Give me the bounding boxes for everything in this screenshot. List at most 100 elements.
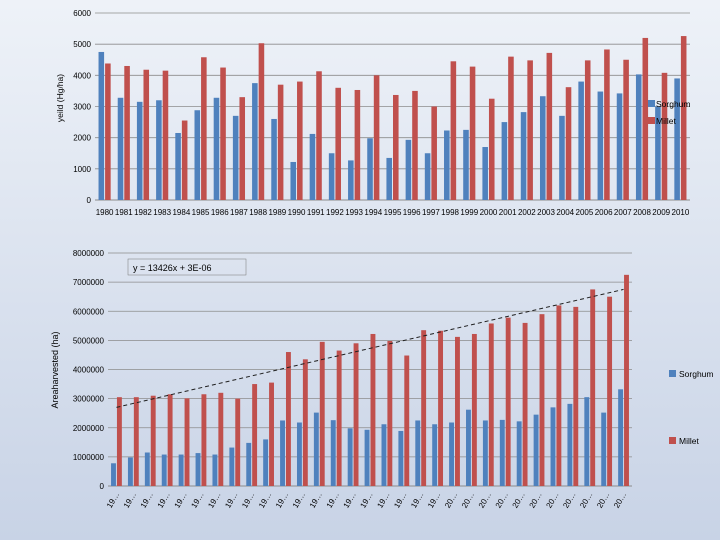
x-tick-label: 20…	[561, 491, 577, 510]
bar-sorghum-4	[175, 132, 181, 200]
x-tick-label: 19…	[173, 491, 189, 510]
bar-millet-16	[387, 340, 393, 486]
bar-millet-17	[404, 355, 410, 486]
x-tick-label: 1981	[115, 208, 133, 217]
x-tick-label: 19…	[291, 491, 307, 510]
bar-sorghum-27	[567, 403, 573, 486]
y-tick-label: 2000000	[73, 424, 105, 433]
bar-millet-29	[607, 296, 613, 486]
y-tick-label: 4000	[73, 71, 91, 80]
bar-sorghum-22	[520, 112, 527, 200]
x-tick-label: 20…	[544, 491, 560, 510]
bar-millet-22	[527, 60, 533, 200]
bar-millet-23	[505, 317, 511, 486]
x-tick-label: 1985	[192, 208, 210, 217]
bar-sorghum-24	[516, 421, 522, 486]
bar-sorghum-20	[449, 422, 455, 486]
bar-millet-25	[539, 314, 545, 486]
y-tick-label: 1000	[73, 165, 91, 174]
bar-millet-7	[239, 97, 246, 200]
bar-sorghum-18	[415, 420, 421, 486]
trendline	[116, 288, 624, 408]
bar-millet-9	[269, 382, 274, 486]
bar-sorghum-28	[584, 397, 590, 486]
x-tick-label: 19…	[392, 491, 408, 510]
x-tick-label: 19…	[409, 491, 425, 510]
bar-millet-11	[302, 359, 308, 486]
bar-millet-8	[252, 384, 258, 486]
bar-millet-30	[680, 36, 687, 201]
x-tick-label: 20…	[528, 491, 544, 510]
bar-sorghum-6	[212, 454, 218, 486]
bar-millet-0	[116, 397, 122, 486]
x-tick-label: 2004	[556, 208, 574, 217]
x-tick-label: 1984	[172, 208, 190, 217]
x-tick-label: 20…	[595, 491, 611, 510]
bar-sorghum-11	[296, 422, 302, 486]
bar-millet-10	[285, 352, 291, 486]
x-tick-label: 2010	[672, 208, 690, 217]
bar-sorghum-3	[161, 454, 167, 486]
legend-label-sorghum: Sorghum	[656, 99, 691, 109]
bar-millet-27	[623, 59, 629, 200]
x-tick-label: 19…	[189, 491, 205, 510]
yield-chart-y-ticks: 0 1000 2000 3000 4000 5000 6000	[73, 9, 91, 205]
x-tick-label: 1999	[460, 208, 478, 217]
legend-label-millet: Millet	[679, 436, 699, 446]
x-tick-label: 19…	[156, 491, 172, 510]
bar-millet-12	[335, 87, 341, 200]
bar-sorghum-13	[330, 420, 336, 486]
bar-millet-17	[431, 106, 437, 200]
bar-sorghum-29	[655, 106, 661, 200]
bar-sorghum-12	[313, 412, 319, 486]
y-tick-label: 1000000	[73, 453, 105, 462]
bar-sorghum-18	[444, 130, 450, 200]
bar-millet-28	[642, 37, 649, 200]
x-tick-label: 20…	[443, 491, 459, 510]
bar-sorghum-16	[381, 424, 387, 486]
bar-millet-24	[522, 322, 528, 486]
x-tick-label: 20…	[612, 491, 628, 510]
area-chart-bars	[111, 274, 629, 486]
bar-millet-4	[184, 398, 190, 486]
x-tick-label: 2001	[499, 208, 517, 217]
x-tick-label: 19…	[206, 491, 222, 510]
bar-sorghum-10	[290, 161, 297, 200]
bar-sorghum-1	[127, 457, 133, 486]
bar-millet-29	[661, 72, 668, 200]
bar-sorghum-12	[328, 153, 335, 200]
bar-sorghum-7	[229, 447, 235, 486]
x-tick-label: 1995	[384, 208, 402, 217]
x-tick-label: 1986	[211, 208, 229, 217]
area-chart-gridlines	[108, 252, 632, 487]
bar-millet-1	[124, 65, 130, 200]
bar-millet-6	[220, 67, 226, 201]
legend-swatch-millet	[648, 117, 655, 124]
bar-millet-0	[105, 63, 111, 200]
legend-swatch-millet	[669, 437, 676, 444]
area-chart-x-ticks: 19… 19… 19… 19… 19… 19… 19… 19… 19… 19… 19… 19… 19… 1…	[105, 491, 628, 510]
x-tick-label: 20…	[511, 491, 527, 510]
bar-sorghum-0	[98, 51, 105, 201]
y-tick-label: 0	[87, 196, 92, 205]
bar-sorghum-25	[578, 81, 584, 200]
bar-millet-10	[297, 81, 303, 200]
bar-sorghum-26	[550, 407, 556, 486]
y-tick-label: 3000	[73, 103, 91, 112]
x-tick-label: 19…	[223, 491, 239, 510]
bar-sorghum-6	[213, 97, 220, 200]
x-tick-label: 1990	[288, 208, 306, 217]
y-tick-label: 5000	[73, 40, 91, 49]
bar-millet-20	[455, 336, 460, 486]
bar-millet-18	[450, 61, 457, 200]
bar-sorghum-1	[117, 97, 124, 200]
y-tick-label: 8000000	[73, 249, 105, 258]
bar-millet-20	[488, 98, 495, 200]
bar-sorghum-19	[463, 129, 469, 200]
y-tick-label: 6000	[73, 9, 91, 18]
x-tick-label: 19…	[257, 491, 273, 510]
bar-millet-2	[150, 395, 156, 486]
x-tick-label: 2009	[652, 208, 670, 217]
bar-sorghum-10	[280, 420, 285, 486]
x-tick-label: 1998	[441, 208, 459, 217]
